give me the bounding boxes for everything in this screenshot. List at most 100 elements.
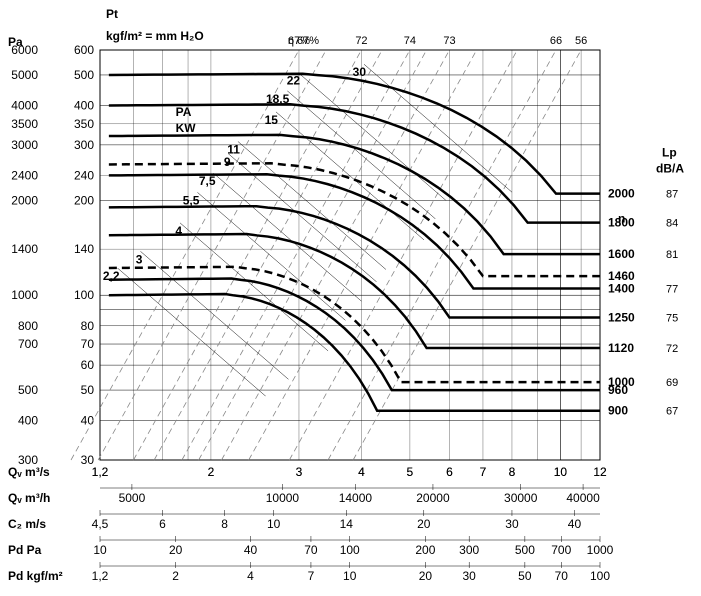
speed-curve-900 <box>109 294 600 411</box>
xrow-tick: 5000 <box>119 491 146 505</box>
n-value: 1400 <box>608 282 635 296</box>
xrow-tick: 10000 <box>266 491 300 505</box>
xrow-label-C2: C₂ m/s <box>8 517 46 531</box>
xrow-tick: 7 <box>308 569 315 583</box>
xrow-tick: 20 <box>417 517 431 531</box>
kw-label: 30 <box>353 65 367 79</box>
dba-value: 72 <box>666 343 678 355</box>
kw-label: 5,5 <box>183 193 200 207</box>
n-value: 960 <box>608 383 628 397</box>
y-tick-pa: 4000 <box>11 98 38 112</box>
y-tick-kgf: 100 <box>74 288 94 302</box>
xrow-tick: 30 <box>463 569 477 583</box>
efficiency-label: 56 <box>575 35 587 47</box>
xrow-tick: 700 <box>551 543 571 557</box>
xrow-tick: 10 <box>554 465 568 479</box>
efficiency-label: 73 <box>443 35 455 47</box>
xrow-tick: 100 <box>590 569 610 583</box>
dba-value: 69 <box>666 377 678 389</box>
y-tick-kgf: 300 <box>74 138 94 152</box>
xrow-tick: 40 <box>568 517 582 531</box>
xrow-tick: 200 <box>415 543 435 557</box>
xrow-tick: 1000 <box>587 543 614 557</box>
pa-label: PA <box>176 105 192 119</box>
y-tick-kgf: 350 <box>74 117 94 131</box>
xrow-tick: 100 <box>340 543 360 557</box>
xrow-tick: 40000 <box>566 491 600 505</box>
y-tick-pa: 2000 <box>11 193 38 207</box>
dba-value: 77 <box>666 284 678 296</box>
xrow-tick: 12 <box>593 465 607 479</box>
xrow-tick: 300 <box>459 543 479 557</box>
kw-label: 22 <box>287 74 301 88</box>
label-kgf: kgf/m² = mm H₂O <box>106 29 204 43</box>
xrow-tick: 4 <box>247 569 254 583</box>
y-tick-pa: 1400 <box>11 242 38 256</box>
xrow-tick: 1,2 <box>92 569 109 583</box>
y-tick-kgf: 70 <box>81 337 95 351</box>
xrow-tick: 10 <box>267 517 281 531</box>
xrow-tick: 2 <box>172 569 179 583</box>
y-tick-pa: 3500 <box>11 117 38 131</box>
y-tick-pa: 1000 <box>11 288 38 302</box>
y-tick-kgf: 500 <box>74 68 94 82</box>
kw-label: 7,5 <box>199 174 216 188</box>
xrow-tick: 5 <box>407 465 414 479</box>
xrow-tick: 6 <box>446 465 453 479</box>
xrow-tick: 14 <box>340 517 354 531</box>
xrow-tick: 6 <box>159 517 166 531</box>
xrow-tick: 500 <box>515 543 535 557</box>
xrow-tick: 2 <box>208 465 215 479</box>
dba-value: 87 <box>666 189 678 201</box>
y-tick-pa: 800 <box>18 319 38 333</box>
y-tick-kgf: 240 <box>74 168 94 182</box>
xrow-tick: 14000 <box>339 491 373 505</box>
y-tick-kgf: 200 <box>74 193 94 207</box>
label-pa: Pa <box>8 35 23 49</box>
y-tick-pa: 3000 <box>11 138 38 152</box>
speed-curve-1120 <box>109 234 600 348</box>
n-value: 1120 <box>608 341 634 355</box>
xrow-tick: 40 <box>244 543 258 557</box>
xrow-tick: 3 <box>296 465 303 479</box>
dba-label: dB/A <box>656 161 684 175</box>
y-tick-kgf: 600 <box>74 43 94 57</box>
xrow-tick: 30000 <box>504 491 538 505</box>
y-tick-kgf: 140 <box>74 242 94 256</box>
y-tick-pa: 500 <box>18 383 38 397</box>
n-value: 2000 <box>608 187 635 201</box>
y-tick-pa: 5000 <box>11 68 38 82</box>
kw-label: 9 <box>224 155 231 169</box>
xrow-label-Qv_h: Qᵥ m³/h <box>8 491 50 505</box>
kw-label: 15 <box>265 113 279 127</box>
y-tick-kgf: 80 <box>81 319 95 333</box>
efficiency-label: 72 <box>355 35 367 47</box>
xrow-tick: 1,2 <box>92 465 109 479</box>
y-tick-pa: 2400 <box>11 168 38 182</box>
n-value: 1800 <box>608 216 635 230</box>
efficiency-line <box>222 50 450 460</box>
xrow-tick: 4 <box>358 465 365 479</box>
fan-chart: 3004005007008001000140020002400300035004… <box>0 0 701 596</box>
kw-line <box>118 268 266 396</box>
kw-line <box>364 64 512 192</box>
y-tick-pa: 400 <box>18 414 38 428</box>
y-tick-pa: 700 <box>18 337 38 351</box>
n-value: 1250 <box>608 310 635 324</box>
kw-label: 3 <box>136 252 143 266</box>
dba-value: 67 <box>666 406 678 418</box>
efficiency-label: 74 <box>404 35 416 47</box>
y-tick-kgf: 40 <box>81 414 95 428</box>
xrow-label-Pdkgf: Pd kgf/m² <box>8 569 63 583</box>
kw-line <box>229 154 377 282</box>
dba-value: 75 <box>666 312 678 324</box>
xrow-tick: 50 <box>518 569 532 583</box>
kw-line <box>214 173 362 301</box>
xrow-tick: 10 <box>93 543 107 557</box>
y-tick-kgf: 60 <box>81 358 95 372</box>
efficiency-line <box>182 50 410 460</box>
xrow-label-PdPa: Pd Pa <box>8 543 42 557</box>
dba-value: 81 <box>666 249 678 261</box>
label-pt: Pt <box>106 7 118 21</box>
lp-label: Lp <box>662 145 677 159</box>
